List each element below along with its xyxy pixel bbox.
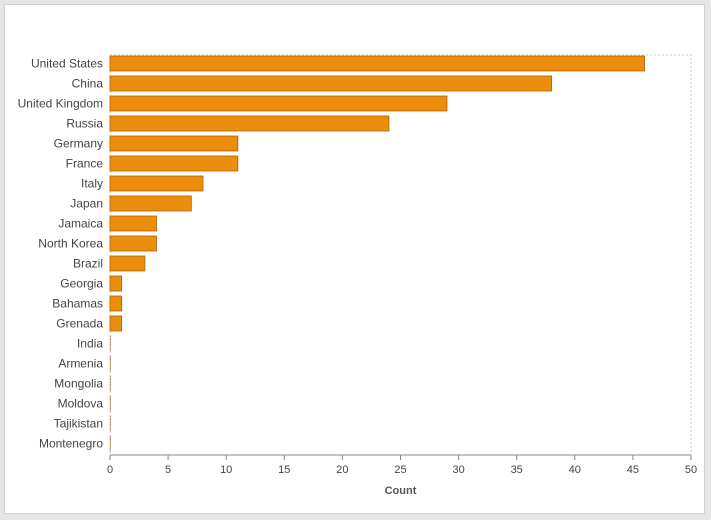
bar-moldova [109, 395, 111, 412]
bar-united-states [109, 55, 645, 72]
y-tick-label: North Korea [38, 237, 103, 251]
bar-france [109, 155, 239, 172]
bar-italy [109, 175, 204, 192]
y-tick-label: Germany [54, 137, 103, 151]
y-axis-labels: United States China United Kingdom Russia Ge… [18, 57, 104, 451]
x-tick-label: 50 [685, 464, 697, 476]
y-tick-label: Montenegro [39, 437, 103, 451]
bar-tajikistan [109, 415, 111, 432]
y-tick-label: Armenia [58, 357, 103, 371]
y-tick-label: China [72, 77, 104, 91]
bar-montenegro [109, 435, 111, 452]
bar-jamaica [109, 215, 157, 232]
bar-bahamas [109, 295, 123, 312]
bar-georgia [109, 275, 123, 292]
bar-united-kingdom [109, 95, 448, 112]
y-tick-label: Moldova [58, 397, 104, 411]
x-axis-ticks: 0 5 10 15 20 25 30 35 40 45 50 [107, 455, 697, 476]
y-tick-label: Russia [66, 117, 103, 131]
x-tick-label: 5 [165, 464, 171, 476]
y-tick-label: United States [31, 57, 103, 71]
bars-group [109, 55, 645, 452]
bar-mongolia [109, 375, 111, 392]
bar-north-korea [109, 235, 157, 252]
plot-area-frame [109, 54, 692, 456]
x-tick-label: 35 [511, 464, 523, 476]
y-tick-label: Jamaica [58, 217, 103, 231]
x-tick-label: 20 [336, 464, 348, 476]
y-tick-label: Georgia [60, 277, 103, 291]
y-tick-label: France [66, 157, 104, 171]
x-tick-label: 15 [278, 464, 290, 476]
bar-japan [109, 195, 192, 212]
y-tick-label: Grenada [56, 317, 103, 331]
bar-brazil [109, 255, 146, 272]
bar-russia [109, 115, 390, 132]
bar-armenia [109, 355, 111, 372]
y-tick-label: Brazil [73, 257, 103, 271]
y-tick-label: Japan [70, 197, 103, 211]
x-tick-label: 25 [394, 464, 406, 476]
bar-germany [109, 135, 239, 152]
x-tick-label: 40 [569, 464, 581, 476]
x-tick-label: 45 [627, 464, 639, 476]
y-tick-label: United Kingdom [18, 97, 103, 111]
x-axis-title: Count [385, 485, 417, 497]
y-tick-label: Bahamas [52, 297, 103, 311]
bar-india [109, 335, 111, 352]
bar-china [109, 75, 552, 92]
x-tick-label: 30 [452, 464, 464, 476]
y-tick-label: Italy [81, 177, 103, 191]
y-tick-label: India [77, 337, 103, 351]
y-tick-label: Tajikistan [54, 417, 103, 431]
x-tick-label: 10 [220, 464, 232, 476]
y-tick-label: Mongolia [54, 377, 103, 391]
bar-grenada [109, 315, 123, 332]
x-tick-label: 0 [107, 464, 113, 476]
